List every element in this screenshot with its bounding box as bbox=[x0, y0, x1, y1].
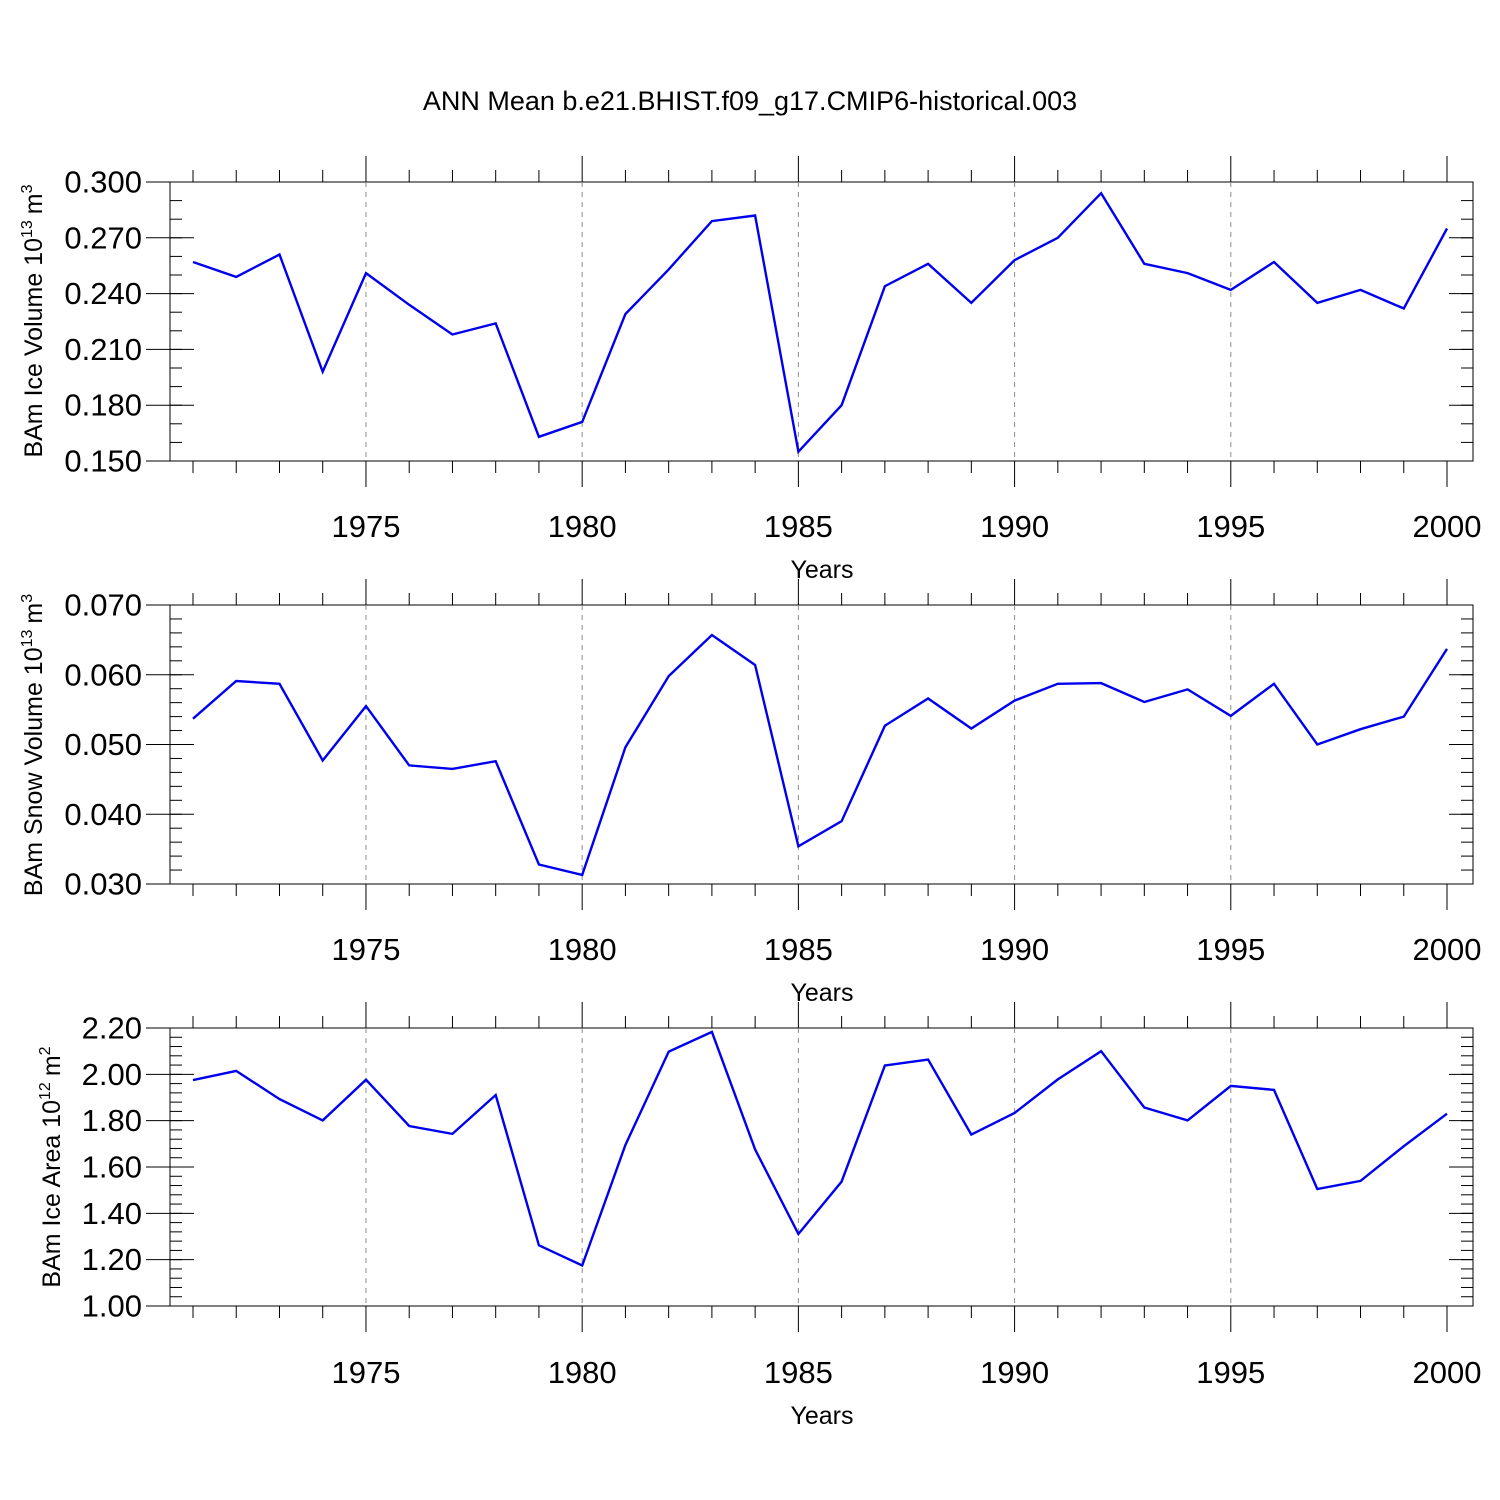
x-tick-label: 2000 bbox=[1413, 1355, 1482, 1390]
y-tick-label: 1.40 bbox=[82, 1196, 142, 1231]
plot-frame bbox=[169, 1027, 1474, 1307]
x-tick-label: 1975 bbox=[331, 509, 400, 544]
x-tick-label: 1995 bbox=[1196, 932, 1265, 967]
series-line bbox=[192, 633, 1449, 877]
y-axis-title-unit: m bbox=[38, 1055, 66, 1076]
y-axis-title-text: BAm Ice Area 10 bbox=[38, 1100, 66, 1288]
x-tick-label: 1975 bbox=[331, 1355, 400, 1390]
y-axis-title-unit: m bbox=[20, 603, 48, 624]
y-axis-title-unit-exponent: 3 bbox=[19, 184, 36, 193]
y-axis-title-unit-exponent: 2 bbox=[37, 1046, 54, 1055]
x-tick-label: 1980 bbox=[548, 932, 617, 967]
y-tick-label: 0.030 bbox=[64, 867, 142, 902]
y-tick-label: 1.20 bbox=[82, 1242, 142, 1277]
y-axis-title-exponent: 13 bbox=[19, 629, 36, 647]
y-tick-label: 0.180 bbox=[64, 388, 142, 423]
series-line bbox=[192, 191, 1449, 455]
y-axis-title-exponent: 12 bbox=[37, 1082, 54, 1100]
x-tick-label: 1990 bbox=[980, 932, 1049, 967]
figure-title: ANN Mean b.e21.BHIST.f09_g17.CMIP6-histo… bbox=[423, 86, 1077, 116]
y-tick-label: 1.00 bbox=[82, 1289, 142, 1324]
x-tick-label: 2000 bbox=[1413, 509, 1482, 544]
y-tick-label: 0.240 bbox=[64, 276, 142, 311]
x-tick-label: 1995 bbox=[1196, 1355, 1265, 1390]
x-axis-title: Years bbox=[790, 979, 853, 1007]
y-tick-label: 1.60 bbox=[82, 1150, 142, 1185]
y-axis-title: BAm Ice Area 1012 m2 bbox=[37, 1046, 66, 1287]
x-tick-label: 1995 bbox=[1196, 509, 1265, 544]
x-axis-title: Years bbox=[790, 556, 853, 584]
x-tick-label: 1975 bbox=[331, 932, 400, 967]
y-tick-label: 0.150 bbox=[64, 444, 142, 479]
y-tick-label: 0.270 bbox=[64, 220, 142, 255]
x-tick-label: 1985 bbox=[764, 509, 833, 544]
x-tick-label: 1985 bbox=[764, 932, 833, 967]
plot-frame bbox=[169, 181, 1474, 462]
y-tick-label: 0.060 bbox=[64, 657, 142, 692]
x-tick-label: 1990 bbox=[980, 1355, 1049, 1390]
y-axis-title-unit-exponent: 3 bbox=[19, 594, 36, 603]
x-tick-label: 1990 bbox=[980, 509, 1049, 544]
y-axis-title: BAm Ice Volume 1013 m3 bbox=[19, 184, 48, 457]
ice-volume-panel: 1975 1980 1985 1990 1995 2000 0.150 0.180 0.210 0… bbox=[19, 156, 1481, 584]
snow-volume-panel: 1975 1980 1985 1990 1995 2000 0.030 0.040 0.050 0… bbox=[19, 579, 1481, 1007]
x-tick-label: 1980 bbox=[548, 509, 617, 544]
y-tick-label: 0.300 bbox=[64, 165, 142, 200]
y-tick-label: 2.00 bbox=[82, 1057, 142, 1092]
y-tick-label: 0.050 bbox=[64, 727, 142, 762]
x-tick-label: 2000 bbox=[1413, 932, 1482, 967]
x-axis-title: Years bbox=[790, 1402, 853, 1430]
y-tick-label: 1.80 bbox=[82, 1103, 142, 1138]
y-tick-label: 2.20 bbox=[82, 1011, 142, 1046]
x-tick-label: 1980 bbox=[548, 1355, 617, 1390]
y-axis-title-text: BAm Ice Volume 10 bbox=[20, 238, 48, 458]
y-axis-title-exponent: 13 bbox=[19, 220, 36, 238]
y-axis-title-text: BAm Snow Volume 10 bbox=[20, 647, 48, 896]
series-line bbox=[192, 1030, 1448, 1268]
y-tick-label: 0.070 bbox=[64, 588, 142, 623]
y-axis-title-unit: m bbox=[20, 193, 48, 214]
ice-area-panel: 1975 1980 1985 1990 1995 2000 1.00 1.20 1.40 1.60… bbox=[37, 1002, 1481, 1430]
x-tick-label: 1985 bbox=[764, 1355, 833, 1390]
y-tick-label: 0.210 bbox=[64, 332, 142, 367]
y-axis-title: BAm Snow Volume 1013 m3 bbox=[19, 594, 48, 896]
plot-frame bbox=[169, 604, 1474, 885]
y-tick-label: 0.040 bbox=[64, 797, 142, 832]
